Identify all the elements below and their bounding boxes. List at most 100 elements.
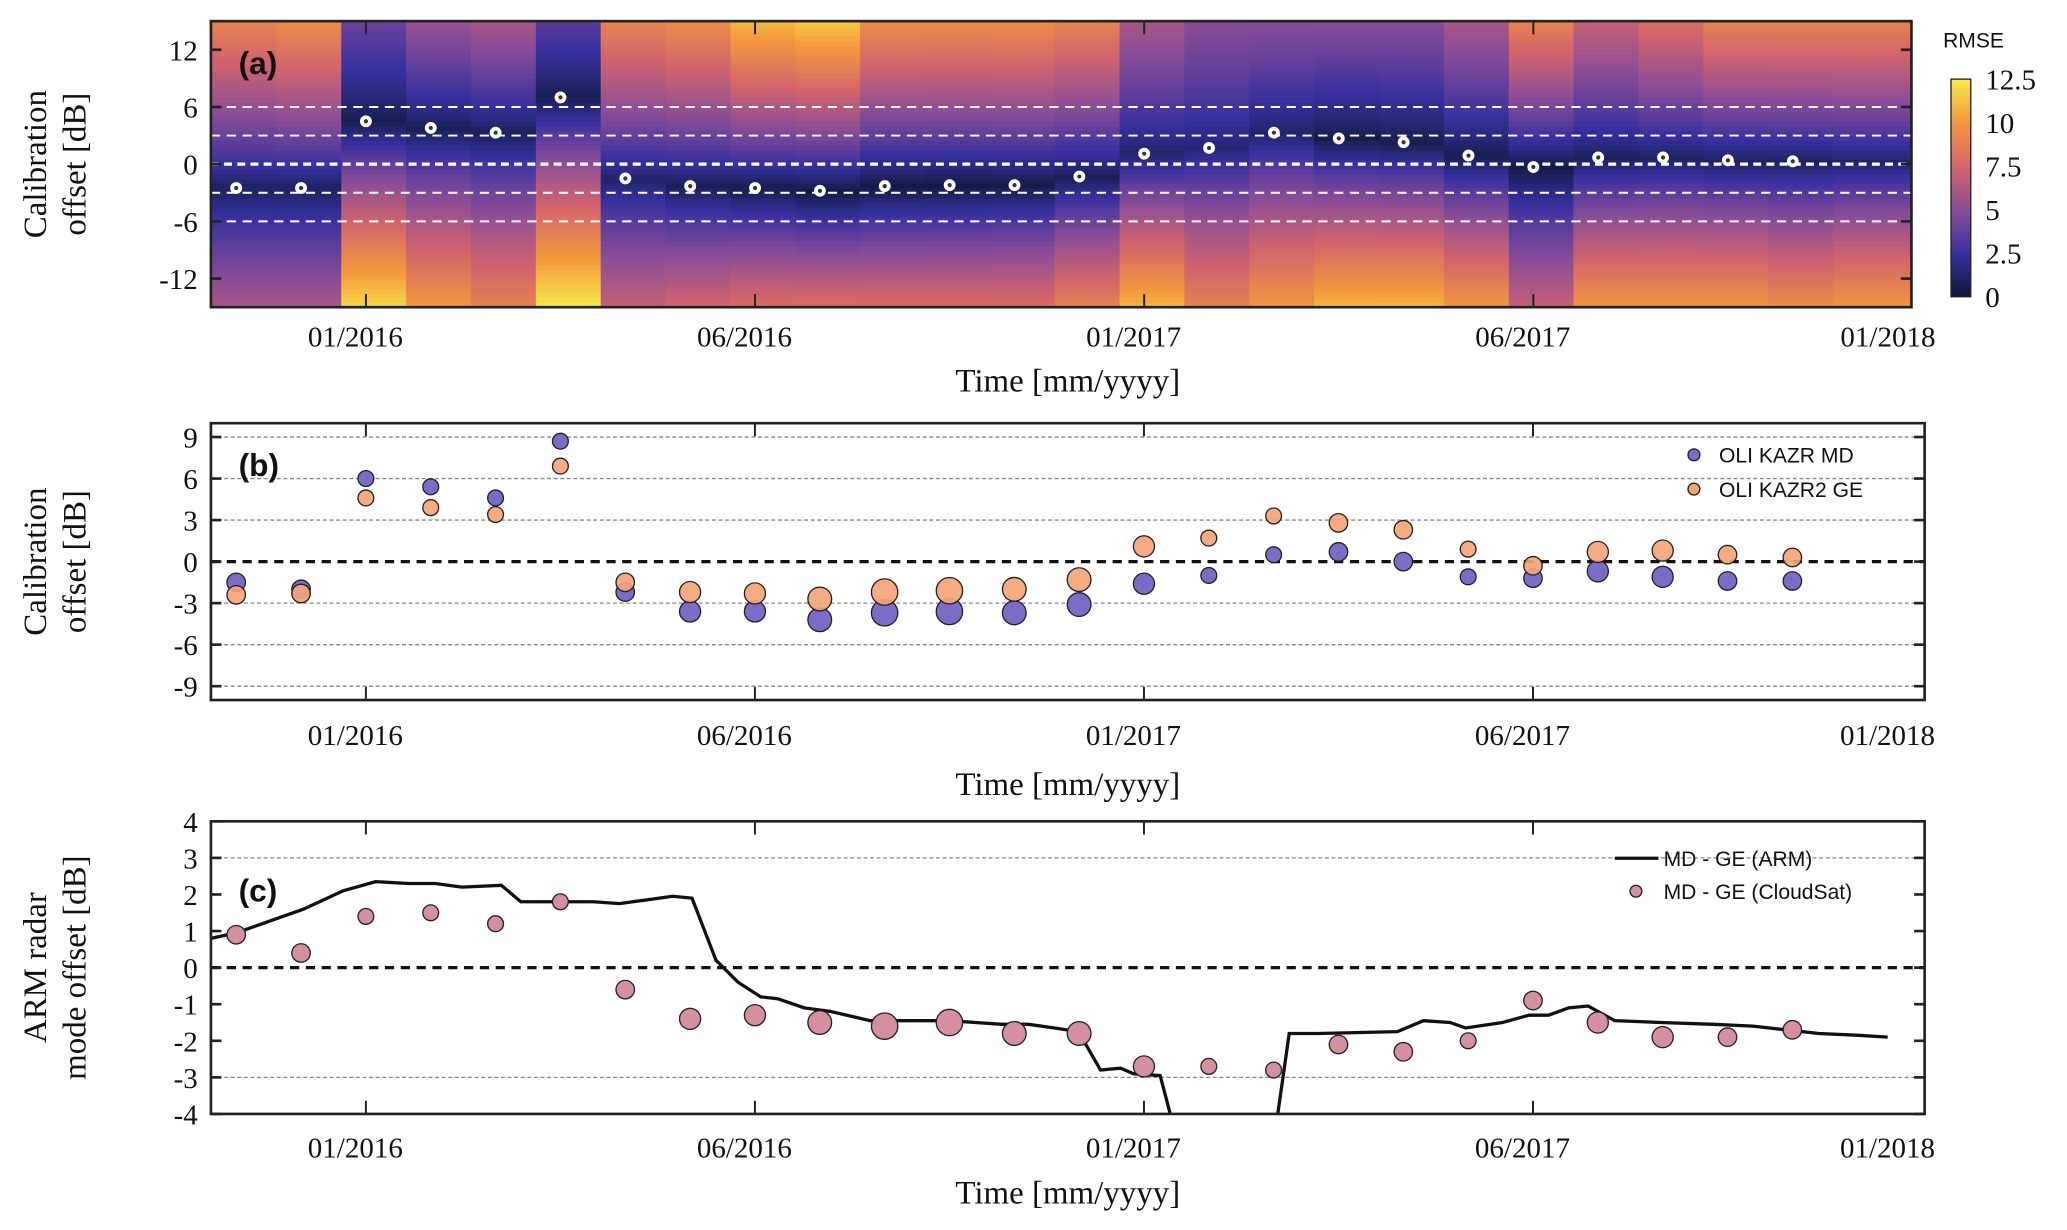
heatmap-cell [860,259,926,265]
heatmap-cell [1054,145,1121,151]
heatmap-cell [1054,226,1121,232]
best-offset-marker-center [1531,164,1536,170]
cloudsat-marker [870,1012,899,1041]
heatmap-cell [665,283,732,289]
heatmap-cell [1443,121,1510,127]
heatmap-cell [470,78,537,84]
y-axis-label: ARM radar [18,892,54,1043]
x-tick-label: 01/2018 [1840,322,1935,354]
heatmap-cell [341,149,407,156]
heatmap-cell [1443,64,1510,70]
heatmap-cell [860,159,926,165]
heatmap-cell [924,102,991,108]
heatmap-cell [1378,297,1445,304]
md-marker [1200,566,1218,585]
heatmap-cell [730,221,796,227]
heatmap-cell [924,21,991,27]
heatmap-cell [1249,254,1315,261]
heatmap-cell [535,283,602,289]
heatmap-cell [1378,221,1445,227]
ge-marker [1001,576,1027,602]
heatmap-cell [1768,216,1834,223]
heatmap-cell [1378,59,1445,65]
heatmap-cell [1249,35,1315,41]
md-marker [357,469,375,488]
heatmap-cell [211,78,278,84]
colorbar-segment [1950,247,1971,252]
heatmap-cell [1508,126,1575,132]
heatmap-cell [1249,288,1315,294]
heatmap-cell [1119,83,1186,89]
heatmap-cell [730,235,796,242]
colorbar-segment [1950,144,1971,148]
cloudsat-marker [291,943,311,963]
best-offset-marker-center [882,183,887,189]
heatmap-cell [406,121,472,127]
heatmap-cell [665,235,732,242]
heatmap-cell [1768,111,1834,118]
heatmap-cell [1703,259,1769,265]
heatmap-cell [1638,202,1704,208]
heatmap-cell [989,273,1056,280]
heatmap-cell [924,87,991,94]
heatmap-cell [1443,297,1510,304]
heatmap-cell [470,292,537,299]
heatmap-cell [1573,292,1640,299]
heatmap-cell [1768,159,1834,165]
heatmap-cell [406,73,472,80]
heatmap-cell [860,59,926,65]
heatmap-cell [535,135,602,141]
heatmap-cell [211,278,278,285]
heatmap-cell [665,216,732,223]
heatmap-cell [1119,269,1186,275]
heatmap-cell [406,211,472,218]
heatmap-cell [1508,21,1575,27]
heatmap-cell [665,173,732,180]
x-tick-label: 01/2016 [308,720,403,752]
heatmap-cell [924,302,991,308]
heatmap-cell [600,278,667,285]
heatmap-cell [989,59,1056,65]
heatmap-cell [1832,168,1912,175]
heatmap-cell [341,254,407,261]
heatmap-cell [1768,97,1834,103]
heatmap-cell [1638,230,1704,237]
heatmap-cell [1638,92,1704,99]
heatmap-cell [924,30,991,37]
heatmap-cell [1054,178,1121,184]
y-tick-label: 0 [183,150,197,182]
heatmap-cell [730,164,796,170]
heatmap-cell [665,302,732,308]
heatmap-cell [1378,207,1445,213]
heatmap-cell [730,216,796,223]
heatmap-cell [1768,126,1834,132]
heatmap-cell [1768,30,1834,37]
heatmap-cell [535,78,602,84]
heatmap-cell [211,54,278,60]
heatmap-cell [795,168,861,175]
heatmap-cell [470,30,537,37]
heatmap-cell [1638,183,1704,189]
heatmap-cell [1508,135,1575,141]
heatmap-cell [276,102,342,108]
heatmap-cell [1314,73,1380,80]
heatmap-cell [1832,269,1912,275]
cloudsat-marker [1265,1061,1283,1079]
colorbar-segment [1950,182,1971,186]
heatmap-cell [406,183,472,189]
heatmap-cell [600,154,667,161]
heatmap-cell [1832,211,1912,218]
heatmap-cell [1768,292,1834,299]
heatmap-cell [1703,44,1769,51]
colorbar-segment [1950,84,1971,88]
heatmap-cell [211,211,278,218]
heatmap-cell [1119,264,1186,270]
heatmap-cell [1054,259,1121,265]
heatmap-cell [1832,40,1912,46]
heatmap-cell [1314,44,1380,51]
heatmap-cell [1703,240,1769,246]
y-tick-label: -9 [174,672,198,704]
heatmap-cell [1638,226,1704,232]
heatmap-cell [730,249,796,256]
heatmap-cell [1703,111,1769,118]
